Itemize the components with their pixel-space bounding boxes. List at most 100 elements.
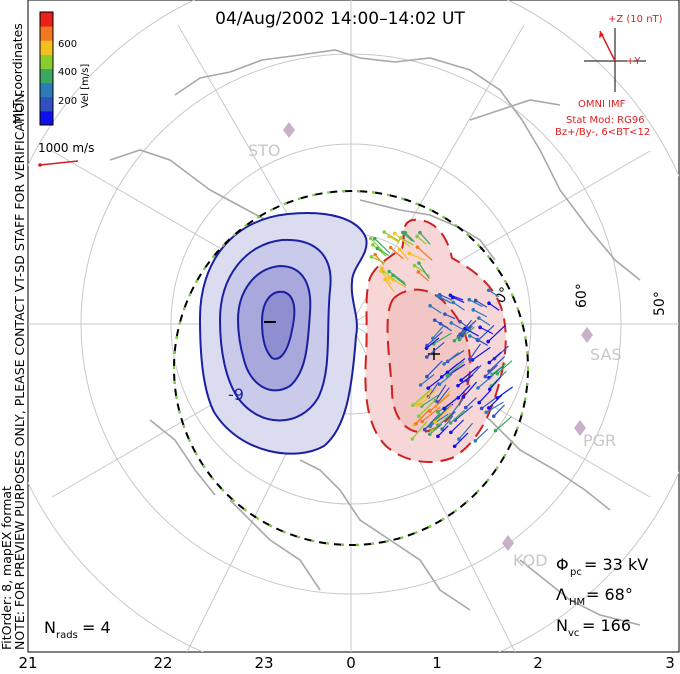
velocity-colorbar: 600 400 200 Vel [m/s] — [39, 11, 91, 126]
velocity-vector-dot — [371, 243, 375, 247]
imf-plus-z: +Z (10 nT) — [608, 14, 663, 25]
velocity-vector-dot — [439, 375, 444, 379]
velocity-vector-dot — [420, 419, 424, 424]
velocity-vector — [450, 322, 464, 331]
velocity-vector — [394, 233, 411, 247]
velocity-vector-dot — [449, 430, 453, 435]
velocity-vector — [434, 319, 449, 329]
velocity-vector-dot — [473, 298, 478, 303]
velocity-vector — [444, 313, 456, 320]
velocity-vector — [478, 317, 491, 326]
svg-text:pc: pc — [570, 567, 582, 578]
velocity-vector-dot — [448, 421, 453, 425]
station-label-kod: KOD — [513, 551, 548, 570]
velocity-vector — [400, 237, 414, 246]
velocity-vector-dot — [427, 432, 432, 437]
colorbar-swatch — [40, 82, 53, 98]
velocity-vector — [435, 384, 447, 401]
imf-vector — [599, 30, 616, 62]
velocity-vector-dot — [468, 334, 472, 338]
velocity-vector — [430, 413, 449, 427]
velocity-vector — [421, 406, 441, 422]
velocity-vector-dot — [424, 346, 429, 351]
velocity-vector — [462, 381, 477, 398]
velocity-vector — [433, 332, 452, 345]
svg-text:= 166: = 166 — [582, 616, 631, 635]
velocity-vector — [384, 279, 395, 293]
velocity-vector — [429, 394, 450, 412]
velocity-vector-dot — [436, 410, 440, 414]
velocity-vector-dot — [387, 234, 391, 239]
velocity-vector-dot — [415, 234, 419, 239]
scale-vector-label: 1000 m/s — [38, 141, 94, 155]
velocity-vector-dot — [452, 338, 457, 343]
stat-nrads: N rads = 4 — [44, 618, 111, 641]
velocity-vector-dot — [375, 246, 380, 251]
velocity-vector — [469, 343, 481, 360]
velocity-vector-dot — [491, 414, 496, 418]
velocity-vector — [426, 360, 443, 377]
velocity-vector-dot — [487, 387, 492, 392]
coords-label: MLT coordinates — [10, 23, 25, 124]
velocity-vector — [434, 404, 453, 423]
velocity-vector — [477, 324, 495, 341]
velocity-vector-dot — [416, 270, 421, 274]
hm-boundary-green — [173, 190, 529, 546]
velocity-vector-dot — [369, 255, 374, 259]
velocity-vector-dot — [471, 308, 476, 312]
velocity-vector — [419, 232, 431, 245]
velocity-vector-dot — [487, 360, 492, 365]
svg-text:N: N — [556, 616, 568, 635]
velocity-vector-dot — [468, 357, 472, 361]
velocity-vector-dot — [479, 406, 484, 411]
velocity-vector-dot — [392, 231, 397, 236]
velocity-vector — [447, 358, 466, 373]
velocity-vector-dot — [436, 434, 440, 439]
velocity-vector — [474, 428, 489, 442]
velocity-vector — [457, 374, 474, 387]
velocity-vector — [464, 328, 480, 337]
velocity-vector — [489, 375, 502, 390]
velocity-vector-dot — [424, 355, 429, 359]
velocity-vector — [426, 341, 445, 358]
velocity-vector-dot — [431, 336, 435, 341]
velocity-vector — [485, 401, 504, 413]
station-sas: SAS — [581, 327, 622, 364]
velocity-vector-dot — [379, 269, 384, 273]
velocity-vector-dot — [457, 437, 461, 441]
velocity-vector-dot — [417, 261, 421, 265]
velocity-vector — [465, 397, 477, 409]
svg-text:Λ: Λ — [556, 585, 567, 604]
station-pgr: PGR — [574, 420, 616, 450]
velocity-vector — [420, 374, 435, 386]
lat-label-50: 50° — [652, 291, 668, 316]
svg-text:= 4: = 4 — [82, 618, 111, 637]
velocity-vector-dot — [467, 297, 472, 302]
stat-nvc: N vc = 166 — [556, 616, 631, 639]
velocity-vector-dot — [416, 414, 421, 418]
velocity-vector-dot — [487, 406, 491, 410]
velocity-vector — [429, 412, 441, 427]
velocity-vector — [428, 381, 440, 398]
velocity-vector — [447, 363, 466, 377]
colorbar-tick-600: 600 — [58, 39, 77, 50]
velocity-vector — [374, 238, 391, 254]
velocity-vector — [412, 388, 433, 406]
velocity-vector-dot — [484, 410, 488, 415]
map-title: 04/Aug/2002 14:00–14:02 UT — [215, 9, 465, 29]
velocity-vector-dot — [478, 325, 482, 330]
velocity-vector-dot — [483, 374, 488, 379]
colorbar-swatch — [40, 12, 53, 27]
velocity-vector-dot — [473, 439, 478, 443]
velocity-vector-dot — [383, 277, 387, 282]
colorbar-tick-200: 200 — [58, 96, 77, 107]
velocity-vector — [439, 373, 453, 385]
velocity-vector-dot — [452, 444, 457, 449]
station-kod: KOD — [502, 535, 548, 570]
stat-phi-pc: Φ pc = 33 kV — [556, 555, 648, 578]
velocity-vector — [469, 299, 483, 308]
velocity-vector — [389, 276, 407, 288]
velocity-vector-dot — [493, 428, 498, 433]
velocity-vector-dot — [463, 326, 467, 331]
